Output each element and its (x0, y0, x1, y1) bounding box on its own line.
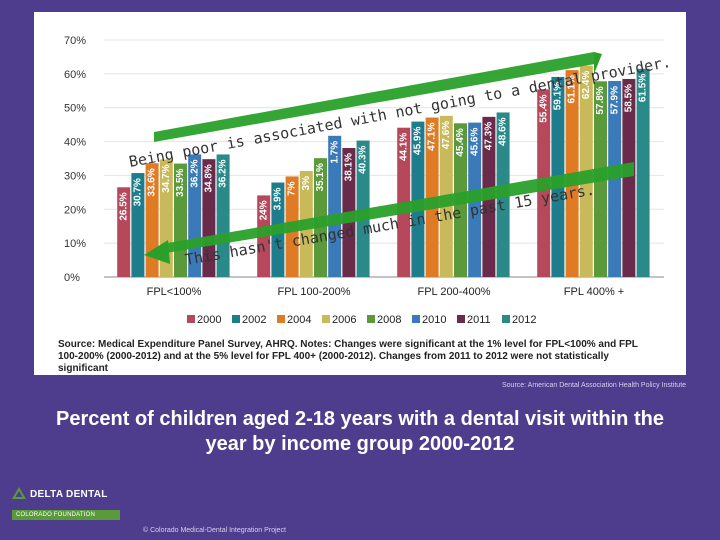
bar-value-label: 35.1% (315, 163, 326, 191)
bar-2002-0 (131, 173, 145, 277)
bar-2012-1 (356, 140, 370, 277)
bar-chart: 0%10%20%30%40%50%60%70% 26.5%30.7% 33.6% 3… (64, 35, 672, 326)
bar-value-label: 44.1% (398, 133, 409, 161)
arrow-lower (160, 162, 634, 254)
legend-label: 2012 (512, 314, 536, 326)
bar-value-label: 3.9% (273, 187, 284, 210)
bar-2012-0 (216, 154, 230, 277)
bar-value-label: 58.5% (624, 84, 635, 112)
legend-label: 2004 (287, 314, 311, 326)
legend-swatch (232, 315, 240, 323)
bar-value-label: 61.5% (638, 74, 649, 102)
y-tick-label: 0% (64, 272, 80, 284)
bar-2012-3 (636, 68, 650, 278)
bar-value-label: 47.6% (441, 121, 452, 149)
bar-value-label: 33.5% (175, 168, 186, 196)
bar-value-label: 62.4% (581, 71, 592, 99)
y-tick-label: 10% (64, 238, 86, 250)
legend-label: 2002 (242, 314, 266, 326)
bar-value-label: 48.6% (498, 117, 509, 145)
source-credit: Source: American Dental Association Heal… (502, 382, 687, 389)
legend-swatch (502, 315, 510, 323)
footer-text: © Colorado Medical-Dental Integration Pr… (143, 527, 286, 534)
bar-value-label: 34.7% (161, 164, 172, 192)
category-label: FPL<100% (147, 286, 202, 298)
y-tick-label: 20% (64, 204, 86, 216)
bar-value-label: 1.7% (329, 141, 340, 164)
legend-label: 2008 (377, 314, 401, 326)
bar-value-label: 26.5% (118, 192, 129, 220)
overlay-note-lower: This hasn't changed much in the past 15 … (184, 180, 596, 268)
bar-value-label: 57.8% (595, 86, 606, 114)
legend-swatch (187, 315, 195, 323)
legend-label: 2010 (422, 314, 446, 326)
category-label: FPL 400% + (564, 286, 624, 298)
chart-panel: 0% 10% 20% 30% 40% 50% 60% 70% 26.5% 30.7% 33.6% 3… (34, 12, 686, 375)
y-tick-label: 60% (64, 69, 86, 81)
legend-label: 2006 (332, 314, 356, 326)
arrow-upper (154, 52, 595, 142)
bar-value-label: 55.4% (538, 94, 549, 122)
bar-value-label: 45.9% (413, 126, 424, 154)
bar-value-label: 47.3% (484, 122, 495, 150)
bar-2011-0 (202, 159, 216, 277)
category-label: FPL 200-400% (418, 286, 491, 298)
y-tick-label: 50% (64, 103, 86, 115)
delta-triangle-icon (12, 487, 26, 502)
legend-swatch (457, 315, 465, 323)
legend-label: 2000 (197, 314, 221, 326)
bar-value-label: 30.7% (133, 178, 144, 206)
bar-value-label: 7% (287, 181, 298, 196)
bar-value-label: 36.2% (189, 159, 200, 187)
logo-subtitle: COLORADO FOUNDATION (12, 510, 120, 520)
bar-value-label: 47.1% (427, 122, 438, 150)
bar-2002-2 (411, 121, 425, 278)
legend-swatch (322, 315, 330, 323)
bar-value-label: 45.6% (469, 128, 480, 156)
y-tick-label: 70% (64, 35, 86, 47)
bar-value-label: 45.4% (455, 128, 466, 156)
bar-value-label: 40.3% (358, 145, 369, 173)
bar-2011-3 (622, 78, 636, 277)
legend-swatch (277, 315, 285, 323)
arrow-upper-head (594, 52, 602, 74)
bar-value-label: 61.1% (567, 75, 578, 103)
bar-value-label: 34.8% (204, 164, 215, 192)
legend-label: 2011 (467, 314, 491, 326)
legend-swatch (412, 315, 420, 323)
bar-value-label: 36.2% (218, 159, 229, 187)
logo-name: DELTA DENTAL (30, 489, 108, 500)
bar-value-label: 33.6% (147, 168, 158, 196)
category-label: FPL 100-200% (278, 286, 351, 298)
bar-value-label: 3% (301, 176, 312, 191)
source-note: Source: Medical Expenditure Panel Survey… (58, 339, 658, 375)
bar-value-label: 24% (258, 200, 269, 220)
page-title: Percent of children aged 2-18 years with… (56, 408, 664, 455)
legend-swatch (367, 315, 375, 323)
bar-2000-0 (117, 187, 131, 277)
bar-value-label: 59.1% (553, 82, 564, 110)
y-tick-label: 40% (64, 137, 86, 149)
y-tick-label: 30% (64, 170, 86, 182)
bar-value-label: 38.1% (344, 153, 355, 181)
bar-2010-1 (328, 135, 342, 277)
arrow-lower-head (144, 240, 170, 264)
delta-dental-logo: DELTA DENTAL COLORADO FOUNDATION (12, 487, 120, 520)
source-note-text: Source: Medical Expenditure Panel Survey… (58, 339, 638, 374)
bar-value-label: 57.9% (609, 86, 620, 114)
